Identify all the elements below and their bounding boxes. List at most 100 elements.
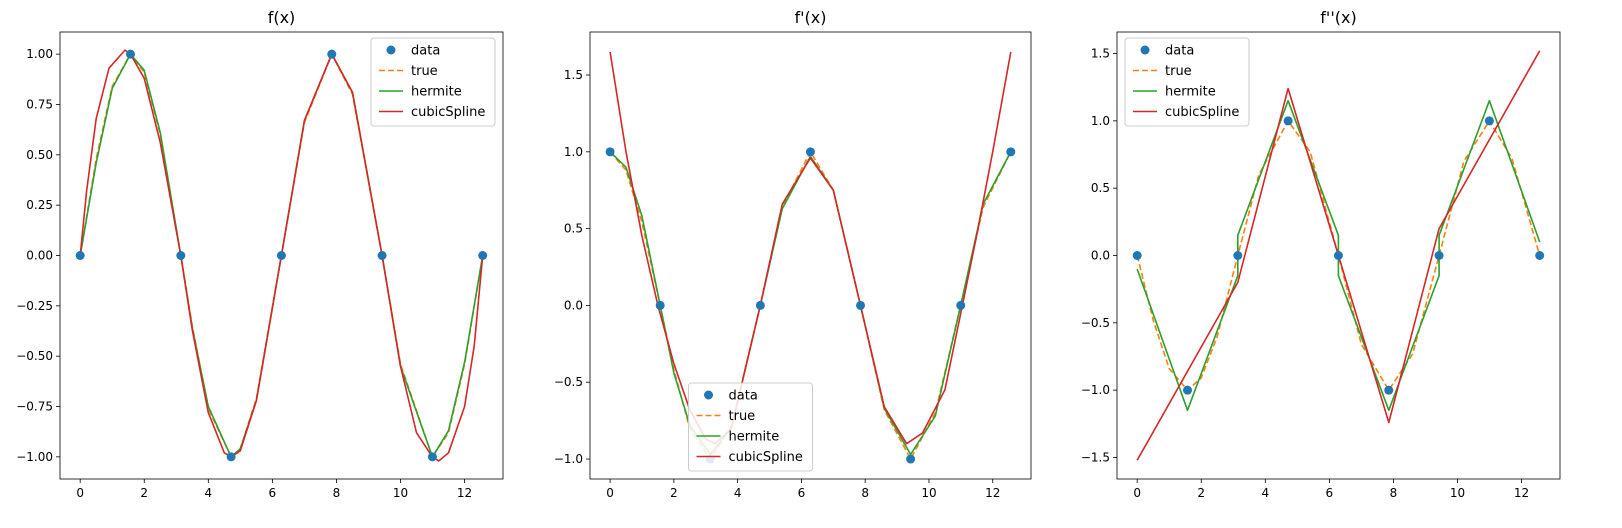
legend-box <box>370 37 496 127</box>
y-tick-label: −1.5 <box>1081 450 1110 464</box>
y-tick-label: 1.5 <box>1091 47 1110 61</box>
data-point <box>126 49 136 59</box>
data-point <box>655 300 665 310</box>
y-tick-label: 0.5 <box>1091 181 1110 195</box>
data-point <box>805 147 815 157</box>
data-point <box>755 300 765 310</box>
legend-marker-data <box>1140 45 1150 55</box>
legend-label-true: true <box>1165 64 1192 79</box>
chart-title: f''(x) <box>1320 8 1356 27</box>
x-tick-label: 10 <box>393 486 408 500</box>
legend-box <box>1124 37 1250 127</box>
axes-frame <box>1116 31 1561 480</box>
data-point <box>75 251 85 260</box>
chart-panel-1: f(x) 0 2 4 6 8 10 12 −1.00 −0.75 −0.50 −0.25 0.00 0.2… <box>16 8 504 500</box>
data-point <box>377 251 387 260</box>
chart-panel-2: f'(x) 0 2 4 6 8 10 12 −1.0 −0.5 0.0 0.5 1.0 1.5 data tr… <box>554 8 1032 500</box>
x-tick-label: 2 <box>670 486 678 500</box>
y-tick-label: 1.0 <box>1091 114 1110 128</box>
legend: data true hermite cubicSpline <box>1124 37 1250 127</box>
data-point <box>1283 116 1293 126</box>
data-point <box>276 251 286 260</box>
data-point <box>956 300 966 310</box>
y-tick-label: 1.0 <box>564 145 583 159</box>
axes-frame <box>59 31 504 480</box>
legend-marker-data <box>386 45 396 55</box>
x-tick-label: 2 <box>140 486 148 500</box>
data-point <box>1333 251 1343 260</box>
data-point <box>427 452 437 462</box>
legend-label-cubicSpline: cubicSpline <box>729 450 803 465</box>
data-point <box>1384 385 1394 395</box>
plot-area <box>605 51 1016 464</box>
data-point <box>176 251 186 260</box>
legend: data true hermite cubicSpline <box>688 382 813 472</box>
data-point <box>226 452 236 462</box>
x-tick-label: 6 <box>798 486 806 500</box>
y-tick-label: −1.0 <box>554 452 583 466</box>
data-point <box>1434 251 1444 260</box>
data-point <box>1484 116 1494 126</box>
axes-frame <box>589 31 1032 480</box>
data-point <box>1233 251 1243 260</box>
x-tick-label: 12 <box>457 486 472 500</box>
x-tick-label: 0 <box>76 486 84 500</box>
x-tick-label: 6 <box>269 486 277 500</box>
y-tick-label: −0.25 <box>16 299 53 313</box>
x-tick-label: 10 <box>1450 486 1465 500</box>
y-tick-label: 0.5 <box>564 222 583 236</box>
chart-title: f(x) <box>268 8 296 27</box>
legend-box <box>688 382 813 472</box>
y-tick-label: 1.00 <box>26 47 53 61</box>
y-tick-label: 0.25 <box>26 198 53 212</box>
legend-label-true: true <box>729 409 756 424</box>
legend-label-hermite: hermite <box>729 430 780 445</box>
chart-panel-3: f''(x) 0 2 4 6 8 10 12 −1.5 −1.0 −0.5 0.0 0.5 1.0 1.5 d… <box>1081 8 1561 500</box>
chart-title: f'(x) <box>795 8 827 27</box>
x-tick-label: 4 <box>1261 486 1269 500</box>
x-tick-label: 12 <box>1514 486 1529 500</box>
legend-marker-data <box>704 390 713 400</box>
legend-label-true: true <box>411 64 438 79</box>
data-point <box>1132 251 1142 260</box>
data-point <box>327 49 337 59</box>
legend-label-cubicSpline: cubicSpline <box>411 105 485 120</box>
data-point <box>1183 385 1193 395</box>
x-tick-label: 6 <box>1326 486 1334 500</box>
plot-area <box>1132 50 1545 461</box>
data-point <box>1006 147 1016 157</box>
y-tick-label: −0.5 <box>1081 316 1110 330</box>
legend-label-data: data <box>1165 44 1194 59</box>
y-tick-label: 0.00 <box>26 249 53 263</box>
legend-label-hermite: hermite <box>411 85 462 100</box>
y-tick-label: 0.75 <box>26 97 53 111</box>
y-tick-label: −1.00 <box>16 450 53 464</box>
y-tick-label: 1.5 <box>564 68 583 82</box>
x-tick-label: 4 <box>734 486 742 500</box>
data-point <box>478 251 488 260</box>
y-tick-label: −1.0 <box>1081 383 1110 397</box>
legend-label-data: data <box>411 44 440 59</box>
x-tick-label: 2 <box>1197 486 1205 500</box>
x-tick-label: 10 <box>921 486 936 500</box>
x-tick-label: 4 <box>204 486 212 500</box>
legend-label-hermite: hermite <box>1165 85 1216 100</box>
series-line-cubicSpline <box>609 51 1012 445</box>
y-tick-label: −0.75 <box>16 400 53 414</box>
legend-label-cubicSpline: cubicSpline <box>1165 105 1239 120</box>
x-tick-label: 0 <box>1133 486 1141 500</box>
legend-label-data: data <box>729 389 758 404</box>
y-tick-label: −0.5 <box>554 375 583 389</box>
x-tick-label: 12 <box>985 486 1000 500</box>
x-tick-label: 8 <box>333 486 341 500</box>
plot-area <box>75 49 488 462</box>
y-tick-label: 0.50 <box>26 148 53 162</box>
data-point <box>605 147 615 157</box>
legend: data true hermite cubicSpline <box>370 37 496 127</box>
y-tick-label: 0.0 <box>564 298 583 312</box>
y-tick-label: −0.50 <box>16 349 53 363</box>
x-tick-label: 8 <box>861 486 869 500</box>
data-point <box>856 300 866 310</box>
data-point <box>1535 251 1545 260</box>
